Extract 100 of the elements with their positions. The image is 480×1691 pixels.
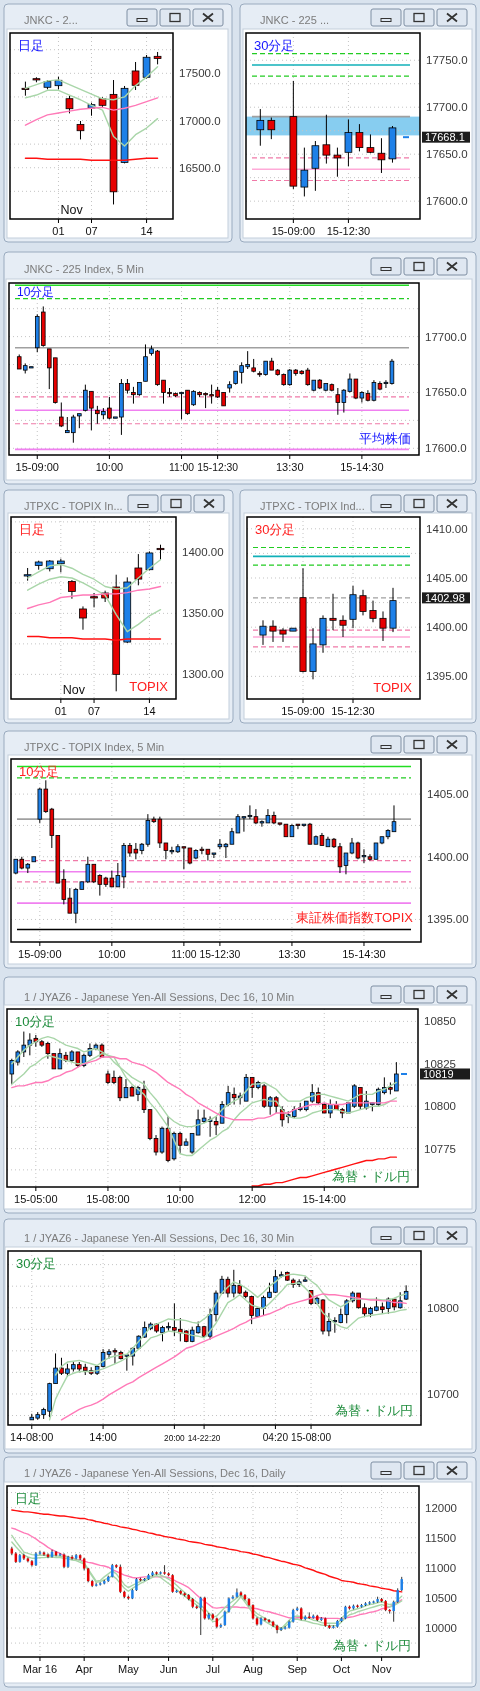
candlestick: [339, 614, 347, 638]
candlestick: [199, 1596, 202, 1636]
x-tick-label: Oct: [332, 1663, 350, 1675]
line-series: [26, 576, 162, 633]
y-tick-label: 1405.00: [426, 571, 468, 584]
candlestick: [70, 1554, 74, 1561]
x-tick-label: Jun: [159, 1663, 178, 1675]
x-tick-label: Aug: [243, 1663, 263, 1675]
y-tick-label: 11500: [425, 1531, 457, 1544]
x-tick-label: 12:00: [238, 1193, 266, 1205]
candlestick: [308, 1611, 311, 1620]
candlestick: [163, 1564, 166, 1576]
y-tick-label: 12000: [425, 1501, 457, 1514]
line-series: [26, 585, 162, 610]
line-series: [24, 97, 159, 126]
chart-subtitle: 10分足: [17, 285, 55, 299]
candlestick: [279, 1626, 283, 1632]
chart-title: 1 / JYAZ6 - Japanese Yen-All Sessions, Dec 16, Daily: [24, 1467, 286, 1479]
y-tick-label: 17500.0: [179, 67, 221, 80]
x-tick-label: 11:00: [168, 462, 195, 473]
candlestick: [59, 402, 64, 428]
candlestick: [344, 118, 353, 167]
x-tick-label: Nov: [371, 1663, 392, 1675]
x-tick-label: 14: [140, 225, 153, 237]
annotation: 平均株価: [359, 431, 411, 446]
y-tick-label: 10800: [424, 1100, 456, 1113]
y-tick-label: 17600.0: [426, 195, 468, 208]
x-tick-label: 15-09:00: [15, 461, 59, 473]
x-tick-label: Jul: [205, 1663, 220, 1675]
y-tick-label: 10500: [425, 1591, 457, 1604]
x-tick-label: 15-08:00: [291, 1432, 332, 1443]
ref-line-label: 1402.98: [425, 591, 465, 604]
y-tick-label: 1350.00: [182, 607, 224, 620]
x-tick-label: 15-14:30: [340, 461, 384, 473]
candlestick: [134, 553, 143, 586]
x-tick-label: 13:30: [278, 948, 306, 960]
x-tick-label: 15-09:00: [281, 705, 325, 717]
chart-title: 1 / JYAZ6 - Japanese Yen-All Sessions, Dec 16, 10 Min: [24, 991, 295, 1003]
x-tick-label: 07: [85, 225, 98, 237]
candlestick: [68, 579, 76, 600]
x-tick-label: 15-14:30: [342, 948, 386, 960]
x-axis-title: Nov: [62, 683, 86, 697]
chart-subtitle: 30分足: [254, 38, 295, 53]
x-tick-label: 14-08:00: [10, 1431, 54, 1443]
candlestick: [131, 61, 140, 91]
x-tick-label: 04:20: [262, 1432, 289, 1443]
candlestick: [312, 1614, 315, 1620]
x-tick-label: 10:00: [98, 948, 126, 960]
y-tick-label: 17700.0: [425, 330, 467, 343]
y-tick-label: 17750.0: [426, 54, 468, 67]
x-tick-label: 10:00: [166, 1193, 194, 1205]
y-tick-label: 10825: [424, 1057, 456, 1070]
y-tick-label: 10850: [424, 1015, 456, 1028]
annotation: TOPIX: [373, 680, 413, 695]
y-tick-label: 1400.00: [427, 850, 469, 863]
y-tick-label: 1405.00: [427, 788, 469, 801]
candlestick: [79, 605, 87, 631]
x-tick-label: 15-05:00: [14, 1193, 58, 1205]
annotation: 為替・ドル円: [332, 1169, 410, 1184]
candlestick: [333, 147, 342, 178]
candlestick: [256, 108, 265, 147]
candlestick: [355, 123, 364, 152]
x-axis-title: Nov: [60, 203, 84, 217]
x-tick-label: 15-12:30: [331, 705, 375, 717]
x-tick-label: 01: [54, 705, 67, 717]
x-tick-label: 15-09:00: [271, 225, 316, 237]
x-tick-label: 01: [52, 225, 65, 237]
y-tick-label: 17700.0: [426, 101, 468, 114]
x-tick-label: 15-08:00: [86, 1193, 130, 1205]
y-tick-label: 1400.00: [426, 621, 468, 634]
chart-title: JNKC - 225 ...: [260, 14, 330, 26]
x-tick-label: 07: [87, 705, 101, 717]
candlestick: [267, 1618, 271, 1624]
x-tick-label: May: [118, 1663, 140, 1675]
y-tick-label: 1400.00: [182, 546, 224, 559]
x-tick-label: Apr: [75, 1663, 94, 1675]
candlestick: [142, 54, 151, 80]
x-tick-label: 11:00: [171, 949, 197, 960]
y-tick-label: 1410.00: [426, 522, 468, 535]
line-series: [11, 1509, 403, 1593]
chart-subtitle: 日足: [18, 38, 44, 53]
x-tick-label: 14: [143, 705, 156, 717]
chart-subtitle: 日足: [19, 522, 45, 537]
x-tick-label: 15-12:30: [197, 462, 239, 473]
chart-title: JTPXC - TOPIX Index, 5 Min: [24, 741, 165, 753]
y-tick-label: 10800: [427, 1301, 459, 1314]
x-tick-label: 20:00: [164, 1434, 186, 1443]
ref-line-label: 10819: [423, 1067, 454, 1080]
chart-subtitle: 10分足: [15, 1014, 56, 1029]
candlestick: [267, 117, 276, 140]
chart-title: JNKC - 225 Index, 5 Min: [24, 263, 144, 275]
y-tick-label: 17650.0: [426, 148, 468, 161]
candlestick: [392, 1600, 395, 1623]
candlestick: [322, 114, 331, 165]
x-tick-label: 14-22:20: [187, 1434, 221, 1443]
y-tick-label: 1395.00: [427, 913, 469, 926]
annotation: TOPIX: [129, 679, 169, 694]
candlestick: [379, 610, 387, 642]
candlestick: [311, 140, 320, 192]
annotation: 為替・ドル円: [333, 1638, 411, 1653]
